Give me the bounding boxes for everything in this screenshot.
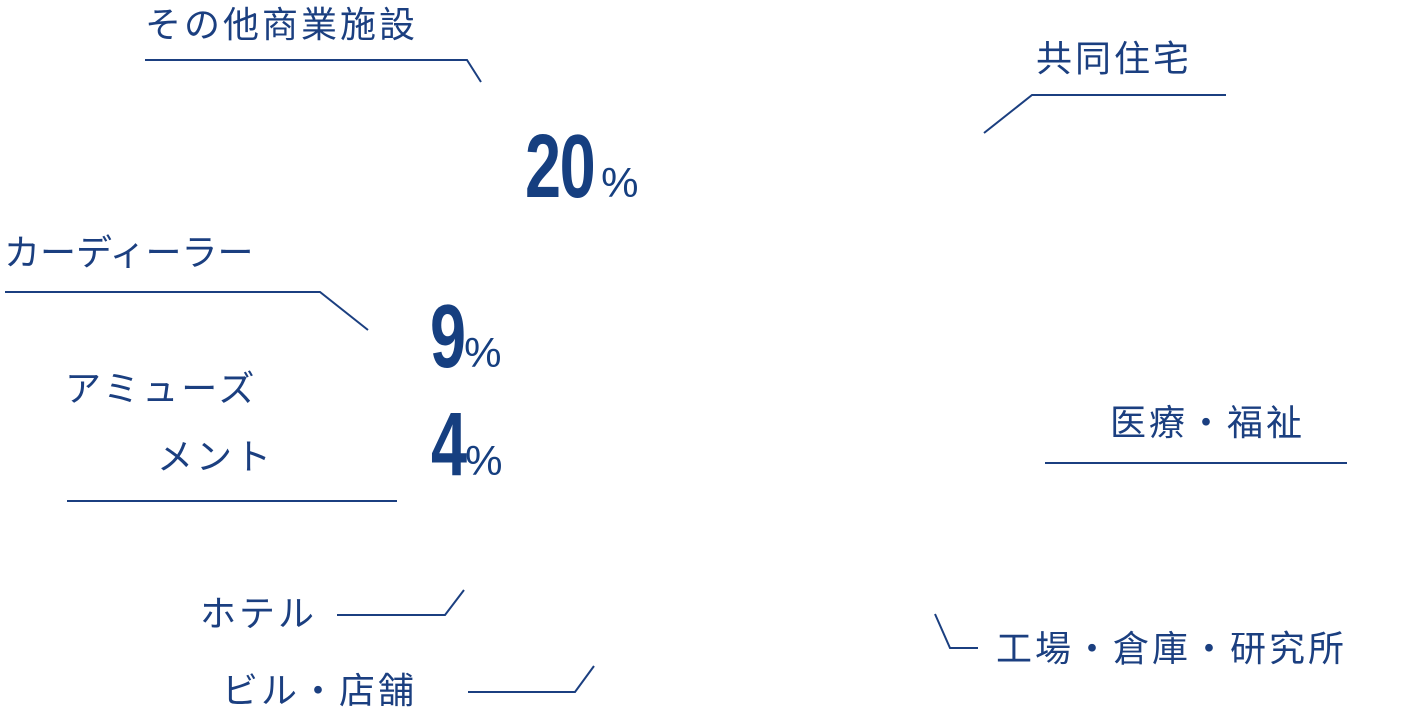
label-building-store: ビル・店舗	[222, 671, 418, 712]
value-other-commercial: 20%	[525, 122, 638, 212]
label-housing: 共同住宅	[1036, 39, 1193, 80]
leader-line-hotel	[337, 589, 465, 616]
percent-sign: %	[465, 437, 503, 484]
label-amusement-line1: アミューズ	[65, 369, 258, 410]
percent-sign: %	[464, 329, 502, 376]
label-car-dealer: カーディーラー	[4, 233, 254, 274]
label-factory: 工場・倉庫・研究所	[996, 629, 1348, 670]
leader-line-building-store	[468, 665, 595, 693]
value-number: 4	[431, 395, 467, 495]
label-medical: 医療・福祉	[1110, 403, 1306, 444]
leader-line-factory	[934, 613, 978, 649]
label-other-commercial: その他商業施設	[145, 5, 419, 46]
value-amusement: 4%	[431, 400, 502, 490]
label-amusement-line2: メント	[157, 437, 275, 478]
leader-line-car-dealer	[5, 291, 369, 331]
leader-line-other-commercial	[145, 59, 482, 83]
leader-line-housing	[983, 94, 1226, 134]
value-number: 9	[430, 287, 466, 387]
value-car-dealer: 9%	[430, 292, 501, 382]
label-hotel: ホテル	[200, 594, 318, 635]
value-number: 20	[525, 117, 596, 217]
percent-sign: %	[601, 159, 639, 206]
